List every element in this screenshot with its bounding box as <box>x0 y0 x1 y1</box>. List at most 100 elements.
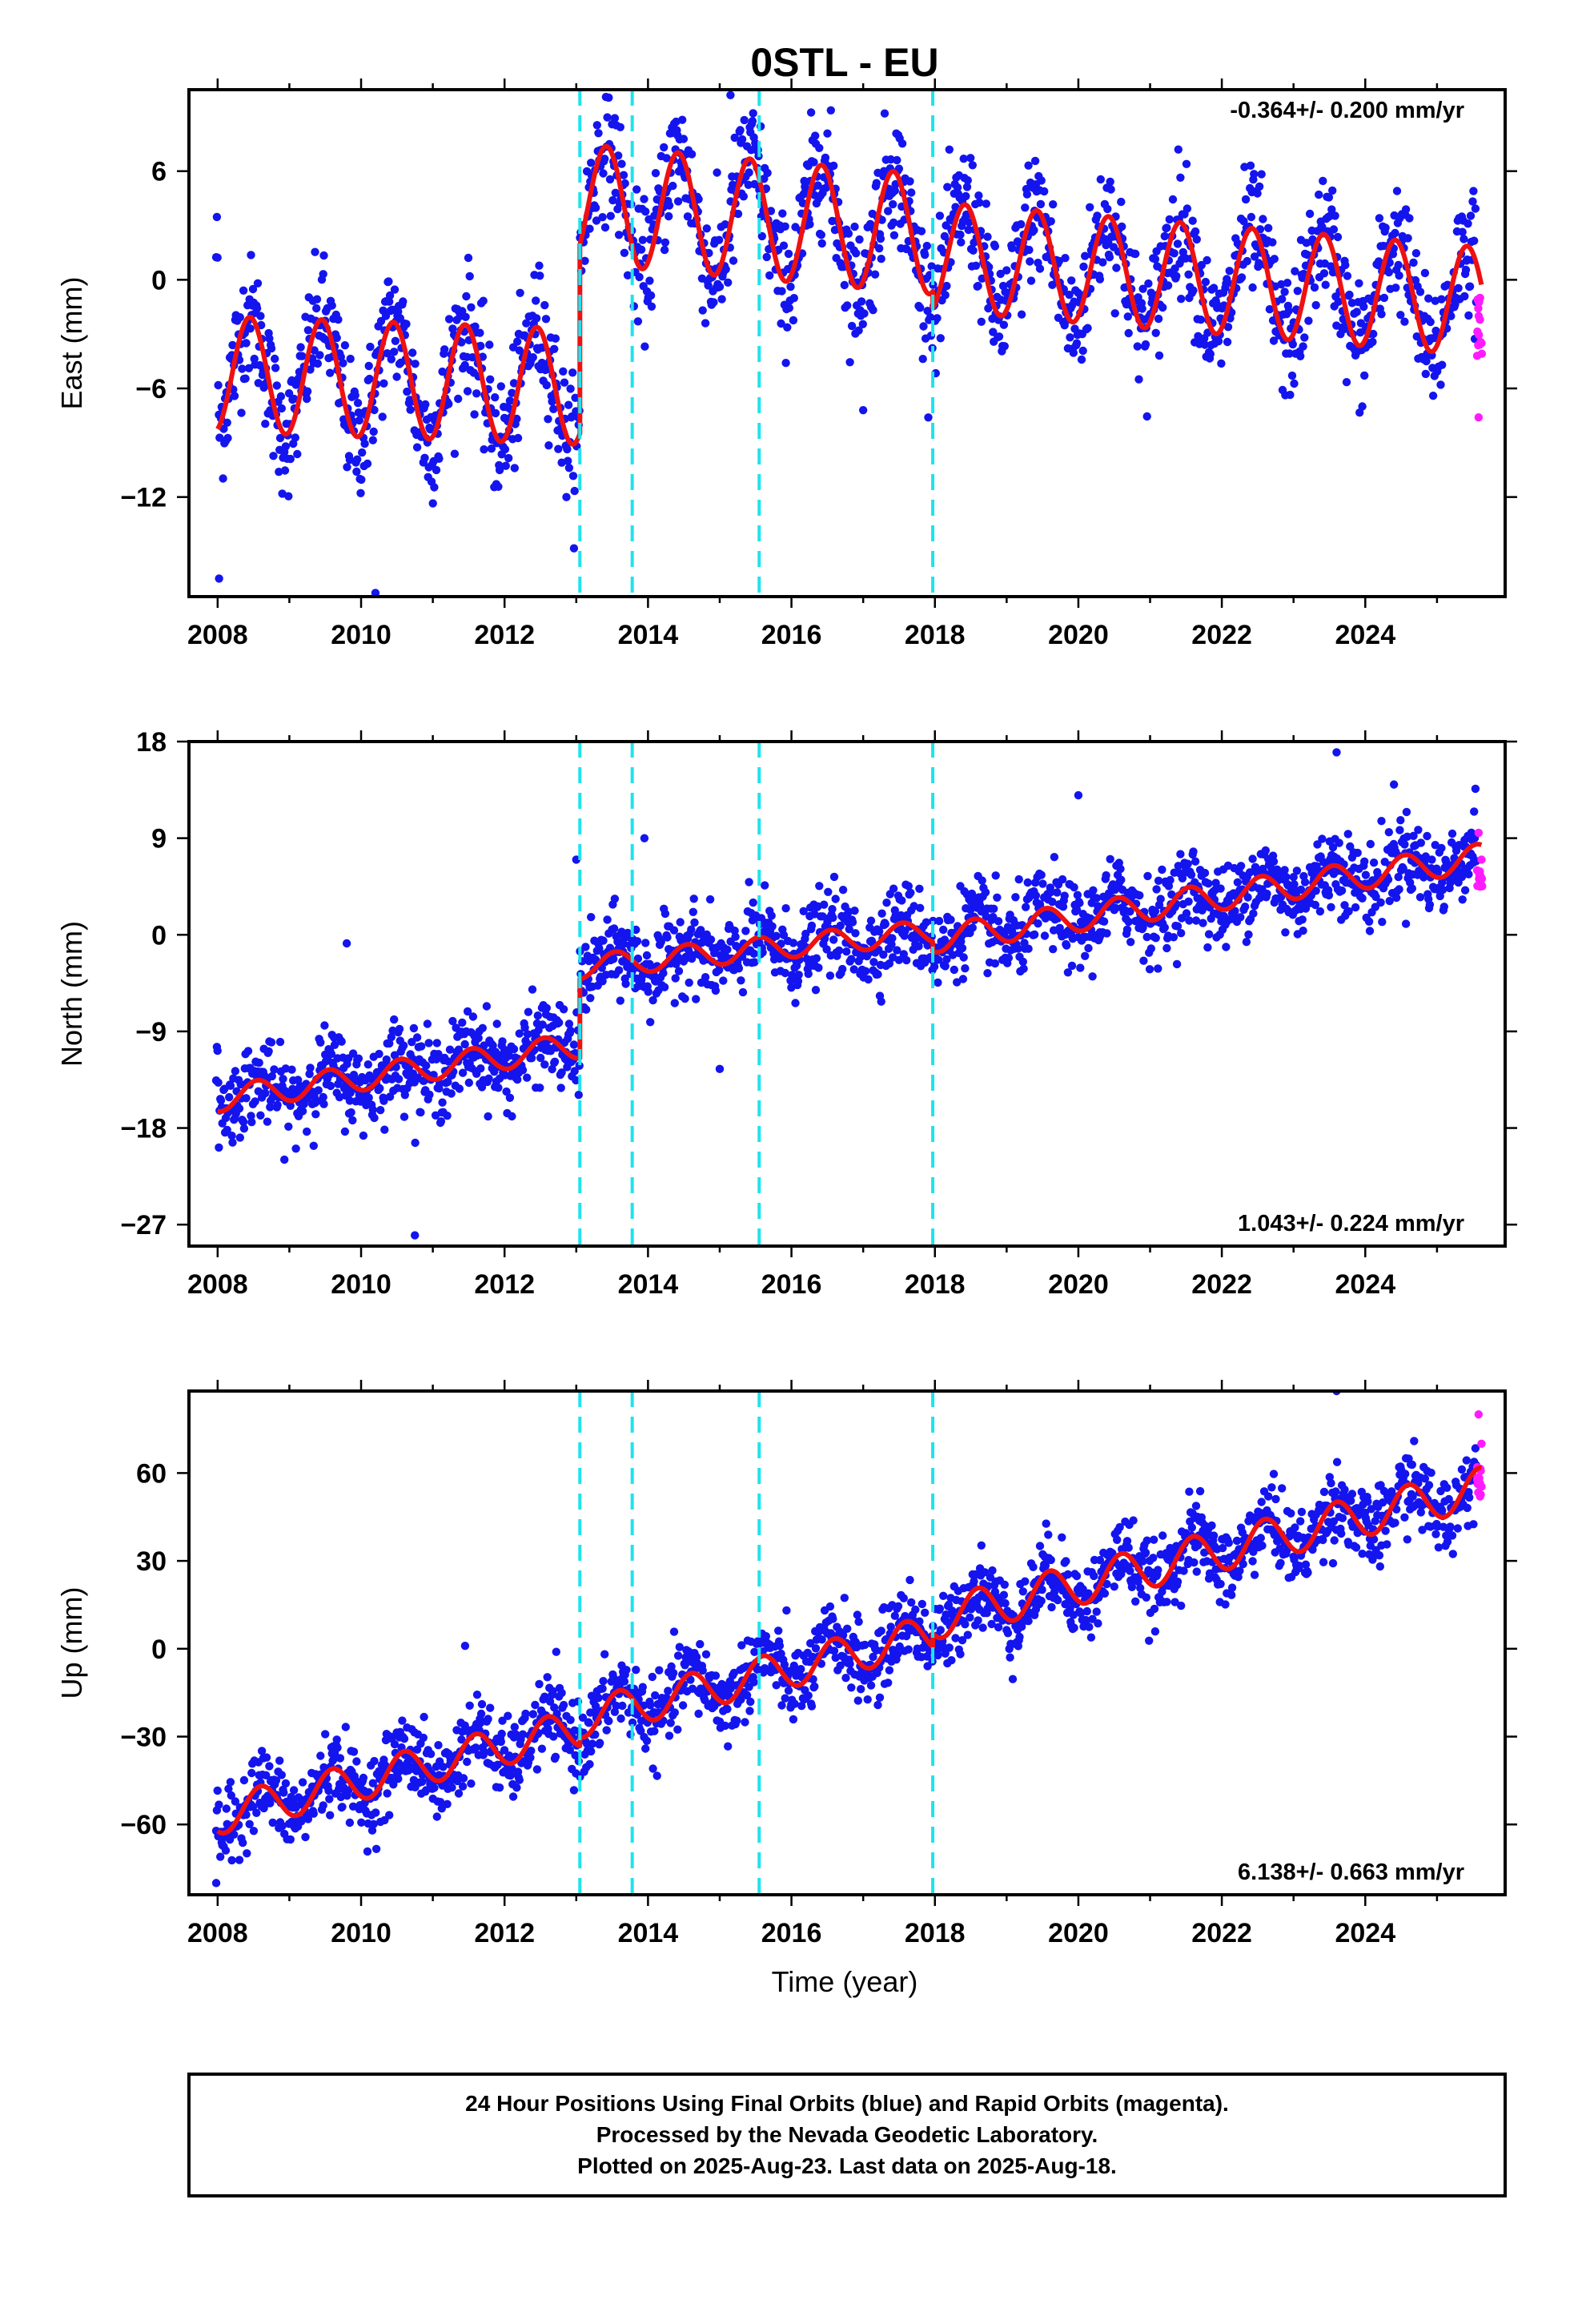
east-final-point <box>261 420 270 428</box>
up-final-point <box>596 1739 604 1747</box>
east-final-point <box>1447 312 1456 320</box>
up-final-point <box>604 1716 613 1726</box>
up-final-point <box>213 1786 222 1795</box>
east-final-point <box>1078 346 1087 356</box>
east-final-point <box>541 315 551 324</box>
up-final-point <box>899 1594 909 1602</box>
up-final-point <box>673 1651 683 1660</box>
up-final-point <box>472 1743 480 1752</box>
north-final-point <box>1030 930 1039 939</box>
east-final-point <box>875 244 884 253</box>
north-final-point <box>706 935 716 944</box>
north-final-point <box>347 1108 355 1117</box>
north-final-point <box>599 936 608 945</box>
east-final-point <box>1162 223 1171 232</box>
up-final-point <box>222 1804 231 1813</box>
north-final-point <box>345 1096 355 1105</box>
north-final-point <box>523 1073 532 1082</box>
north-final-point <box>1050 853 1059 862</box>
up-final-point <box>694 1709 703 1719</box>
north-data-layer <box>211 748 1487 1240</box>
east-final-point <box>963 176 973 185</box>
up-final-point <box>840 1594 849 1602</box>
north-final-point <box>838 964 847 974</box>
east-final-point <box>280 466 290 475</box>
east-final-point <box>1072 339 1082 348</box>
north-final-point <box>231 1067 240 1076</box>
north-final-point <box>1458 895 1467 904</box>
east-final-point <box>968 161 978 170</box>
east-final-point <box>884 207 893 215</box>
north-final-point <box>1038 879 1047 888</box>
east-final-point <box>1025 245 1034 255</box>
east-final-point <box>1098 258 1107 267</box>
north-final-point <box>548 1064 556 1074</box>
north-final-point <box>692 995 701 1003</box>
up-final-point <box>662 1693 671 1703</box>
up-final-point <box>279 1788 288 1797</box>
north-final-point <box>387 1032 396 1042</box>
east-final-point <box>1405 214 1414 223</box>
east-final-point <box>346 354 355 364</box>
east-final-point <box>889 199 897 209</box>
east-final-point <box>1096 175 1106 184</box>
north-final-point <box>1231 907 1239 915</box>
north-final-point <box>416 1108 425 1117</box>
up-final-point <box>620 1677 629 1686</box>
north-final-point <box>1242 938 1251 947</box>
east-final-point <box>1343 271 1352 280</box>
north-final-point <box>934 916 944 926</box>
north-final-point <box>674 967 684 975</box>
east-final-point <box>1458 227 1467 236</box>
east-final-point <box>844 229 853 238</box>
east-final-point <box>238 364 247 373</box>
north-final-point <box>641 939 650 947</box>
east-final-point <box>1178 247 1188 257</box>
east-final-point <box>1321 280 1330 289</box>
north-final-point <box>1023 878 1032 887</box>
north-final-point <box>1364 917 1374 927</box>
east-final-point <box>550 344 559 353</box>
east-final-point <box>1150 255 1160 263</box>
north-final-point <box>520 1023 529 1032</box>
east-final-point <box>319 270 327 279</box>
east-final-point <box>865 219 875 228</box>
east-final-point <box>740 115 749 125</box>
up-final-point <box>807 1702 817 1711</box>
east-final-point <box>647 302 656 311</box>
east-final-point <box>269 452 278 460</box>
east-final-point <box>737 135 747 144</box>
east-final-point <box>600 223 610 232</box>
up-final-point <box>510 1723 519 1731</box>
east-final-point <box>564 400 573 409</box>
up-final-point <box>227 1791 235 1800</box>
up-final-point <box>286 1835 295 1844</box>
up-final-point <box>847 1683 856 1692</box>
east-final-point <box>616 123 624 131</box>
north-final-point <box>983 969 992 978</box>
north-final-point <box>1244 930 1253 939</box>
north-final-point <box>509 1044 519 1054</box>
east-final-point <box>610 114 620 123</box>
east-final-point <box>319 251 328 260</box>
east-final-point <box>1117 197 1126 207</box>
north-final-point <box>968 923 978 932</box>
east-final-point <box>1264 223 1273 232</box>
up-final-point <box>667 1662 676 1671</box>
north-final-point <box>425 1090 434 1100</box>
north-final-point <box>536 1053 545 1063</box>
north-model-curve <box>215 842 1484 1114</box>
up-final-point <box>257 1747 267 1755</box>
north-final-point <box>1167 890 1176 899</box>
east-final-point <box>933 314 942 323</box>
north-rapid-point <box>1477 855 1486 864</box>
east-final-point <box>479 296 488 305</box>
north-final-point <box>1438 885 1447 895</box>
east-final-point <box>604 75 612 83</box>
up-final-point <box>436 1798 445 1807</box>
east-final-point <box>1358 402 1367 411</box>
east-final-point <box>286 454 295 464</box>
up-final-point <box>496 1737 505 1747</box>
north-final-point <box>1106 854 1114 864</box>
east-final-point <box>364 361 373 371</box>
